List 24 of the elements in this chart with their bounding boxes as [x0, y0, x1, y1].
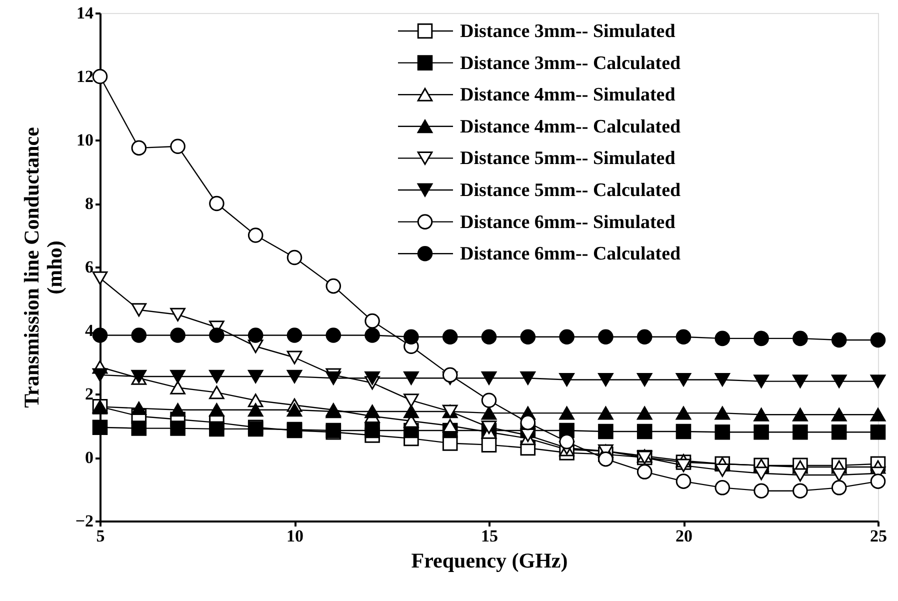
legend-label: Distance 3mm-- Simulated [460, 21, 676, 42]
y-tick-label: −2 [75, 512, 94, 530]
legend-label: Distance 4mm-- Calculated [460, 116, 681, 138]
legend-label: Distance 6mm-- Simulated [460, 212, 676, 233]
y-axis-title: Transmission line Conductance (mho) [19, 127, 66, 408]
y-tick-label: 10 [76, 130, 94, 150]
legend-label: Distance 4mm-- Simulated [460, 84, 676, 106]
x-tick-label: 10 [286, 526, 304, 546]
y-tick-label: 4 [85, 321, 94, 340]
legend-label: Distance 5mm-- Calculated [460, 180, 681, 201]
y-tick-label: 6 [85, 258, 94, 276]
legend-label: Distance 3mm-- Calculated [460, 52, 681, 74]
y-tick-label: 14 [76, 4, 94, 22]
x-tick-label: 15 [481, 526, 498, 546]
x-tick-label: 25 [870, 526, 887, 546]
legend-label: Distance 5mm-- Simulated [460, 148, 676, 170]
y-tick-label: 12 [76, 67, 94, 86]
x-axis-title: Frequency (GHz) [411, 548, 568, 572]
x-tick-label: 20 [676, 526, 692, 546]
y-tick-label: 8 [85, 194, 94, 213]
y-tick-label: 0 [85, 448, 94, 467]
x-tick-label: 5 [96, 526, 105, 546]
y-tick-label: 2 [85, 384, 94, 404]
legend-label: Distance 6mm-- Calculated [460, 244, 681, 265]
